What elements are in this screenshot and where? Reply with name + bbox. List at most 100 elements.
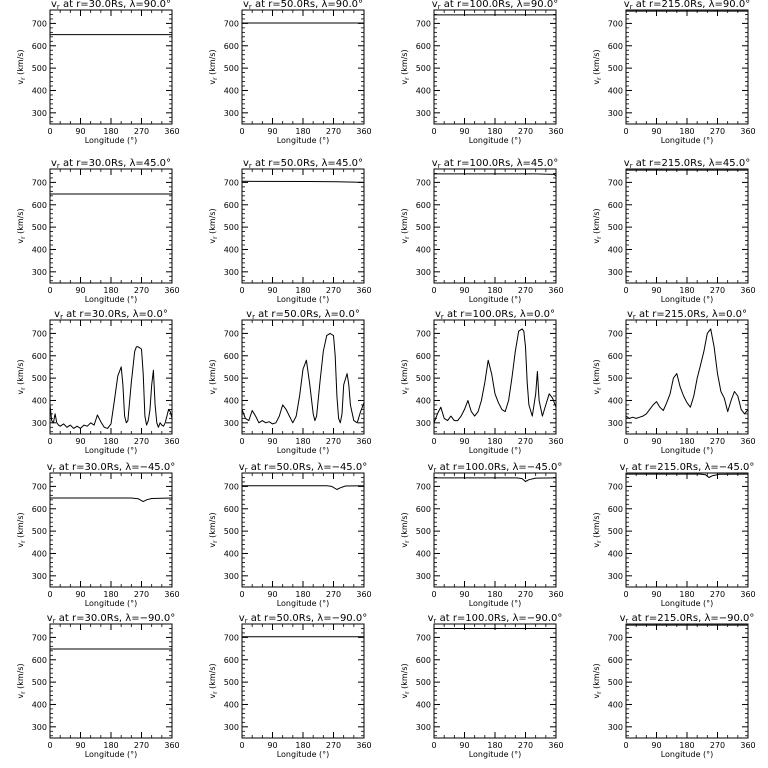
title-rest: at r=100.0Rs, λ=−90.0° bbox=[436, 613, 562, 624]
x-tick-label: 360 bbox=[356, 127, 371, 136]
x-tick-label: 270 bbox=[134, 286, 149, 295]
title-rest: at r=100.0Rs, λ=45.0° bbox=[441, 158, 559, 169]
y-tick-label: 400 bbox=[224, 549, 239, 558]
y-axis-label: vr (km/s) bbox=[208, 208, 219, 243]
x-tick-label: 90 bbox=[75, 437, 85, 446]
panel-title: vr at r=30.0Rs, λ=90.0° bbox=[51, 0, 171, 11]
x-axis-label: Longitude (°) bbox=[661, 446, 714, 455]
title-rest: at r=215.0Rs, λ=−45.0° bbox=[628, 462, 754, 473]
y-tick-label: 400 bbox=[416, 549, 431, 558]
y-tick-label: 500 bbox=[608, 374, 623, 383]
y-tick-label: 300 bbox=[416, 109, 431, 118]
y-tick-label: 400 bbox=[416, 396, 431, 405]
title-rest: at r=215.0Rs, λ=−90.0° bbox=[628, 613, 754, 624]
x-axis-label: Longitude (°) bbox=[661, 295, 714, 304]
title-rest: at r=50.0Rs, λ=45.0° bbox=[252, 158, 363, 169]
x-tick-label: 270 bbox=[326, 741, 341, 750]
title-rest: at r=100.0Rs, λ=90.0° bbox=[441, 0, 559, 10]
y-tick-label: 700 bbox=[608, 329, 623, 338]
y-axis-label: vr (km/s) bbox=[592, 663, 603, 698]
panel-3: vr at r=100.0Rs, λ=90.0° 0 90 180 270 360 300 4… bbox=[400, 0, 564, 145]
title-rest: at r=100.0Rs, λ=−45.0° bbox=[436, 462, 562, 473]
x-tick-label: 360 bbox=[740, 437, 755, 446]
title-rest: at r=30.0Rs, λ=90.0° bbox=[60, 0, 171, 10]
y-tick-label: 700 bbox=[608, 633, 623, 642]
y-tick-label: 500 bbox=[416, 678, 431, 687]
panel-title: vr at r=215.0Rs, λ=−45.0° bbox=[620, 462, 755, 474]
x-tick-label: 360 bbox=[548, 127, 563, 136]
title-v: v bbox=[432, 158, 438, 169]
x-axis-label: Longitude (°) bbox=[85, 446, 138, 455]
y-tick-label: 600 bbox=[608, 42, 623, 51]
y-tick-label: 500 bbox=[416, 374, 431, 383]
y-tick-label: 700 bbox=[608, 178, 623, 187]
x-axis-label: Longitude (°) bbox=[469, 295, 522, 304]
y-tick-label: 500 bbox=[416, 223, 431, 232]
x-tick-label: 360 bbox=[164, 437, 179, 446]
x-tick-label: 180 bbox=[295, 127, 310, 136]
y-tick-label: 600 bbox=[32, 656, 47, 665]
y-tick-label: 400 bbox=[416, 86, 431, 95]
y-axis-label: vr (km/s) bbox=[400, 49, 411, 84]
panel-title: vr at r=215.0Rs, λ=90.0° bbox=[624, 0, 750, 11]
y-axis-label: vr (km/s) bbox=[208, 663, 219, 698]
x-tick-label: 360 bbox=[548, 437, 563, 446]
x-tick-label: 0 bbox=[431, 127, 436, 136]
title-subscript: r bbox=[57, 3, 60, 11]
y-tick-label: 400 bbox=[608, 396, 623, 405]
series-line bbox=[49, 346, 173, 429]
y-axis-label: vr (km/s) bbox=[16, 49, 27, 84]
x-tick-label: 270 bbox=[710, 590, 725, 599]
x-tick-label: 360 bbox=[356, 741, 371, 750]
y-tick-label: 300 bbox=[32, 723, 47, 732]
y-tick-label: 700 bbox=[224, 482, 239, 491]
panel-title: vr at r=100.0Rs, λ=90.0° bbox=[432, 0, 558, 11]
x-tick-label: 270 bbox=[518, 590, 533, 599]
y-tick-label: 400 bbox=[224, 86, 239, 95]
y-tick-label: 600 bbox=[608, 201, 623, 210]
y-tick-label: 300 bbox=[416, 268, 431, 277]
x-tick-label: 180 bbox=[679, 590, 694, 599]
y-tick-label: 700 bbox=[32, 633, 47, 642]
x-tick-label: 0 bbox=[431, 437, 436, 446]
plot-frame bbox=[625, 472, 749, 588]
y-tick-label: 400 bbox=[32, 245, 47, 254]
y-axis-label: vr (km/s) bbox=[592, 359, 603, 394]
panel-title: vr at r=215.0Rs, λ=−90.0° bbox=[620, 613, 755, 625]
y-tick-label: 500 bbox=[224, 64, 239, 73]
title-v: v bbox=[246, 309, 252, 320]
series-line bbox=[50, 497, 173, 503]
panel-title: vr at r=215.0Rs, λ=45.0° bbox=[624, 158, 750, 170]
plot-frame bbox=[49, 623, 173, 739]
x-tick-label: 90 bbox=[75, 286, 85, 295]
y-axis-label: vr (km/s) bbox=[400, 663, 411, 698]
x-tick-label: 0 bbox=[47, 286, 52, 295]
panel-title: vr at r=100.0Rs, λ=−45.0° bbox=[428, 462, 563, 474]
panel-title: vr at r=50.0Rs, λ=−90.0° bbox=[239, 613, 367, 625]
y-tick-label: 500 bbox=[32, 527, 47, 536]
y-tick-label: 300 bbox=[608, 268, 623, 277]
y-tick-label: 500 bbox=[224, 678, 239, 687]
y-tick-label: 600 bbox=[32, 42, 47, 51]
title-v: v bbox=[51, 0, 57, 10]
x-tick-label: 90 bbox=[459, 590, 469, 599]
y-axis-label: vr (km/s) bbox=[16, 512, 27, 547]
series-line bbox=[241, 180, 365, 183]
title-subscript: r bbox=[630, 3, 633, 11]
x-tick-label: 90 bbox=[651, 127, 661, 136]
y-tick-label: 700 bbox=[608, 482, 623, 491]
x-tick-label: 180 bbox=[487, 286, 502, 295]
y-tick-label: 500 bbox=[32, 64, 47, 73]
x-tick-label: 360 bbox=[548, 741, 563, 750]
x-axis-label: Longitude (°) bbox=[277, 599, 330, 608]
panel-4: vr at r=215.0Rs, λ=90.0° 0 90 180 270 360 300 4… bbox=[592, 0, 756, 145]
x-tick-label: 0 bbox=[239, 590, 244, 599]
x-tick-label: 90 bbox=[267, 741, 277, 750]
y-tick-label: 700 bbox=[416, 178, 431, 187]
x-axis-label: Longitude (°) bbox=[85, 750, 138, 759]
panel-title: vr at r=50.0Rs, λ=0.0° bbox=[246, 309, 360, 321]
y-tick-label: 500 bbox=[224, 223, 239, 232]
title-subscript: r bbox=[245, 617, 248, 625]
panel-18: vr at r=50.0Rs, λ=−90.0° 0 90 180 270 360 300 4… bbox=[208, 613, 372, 759]
title-v: v bbox=[624, 0, 630, 10]
